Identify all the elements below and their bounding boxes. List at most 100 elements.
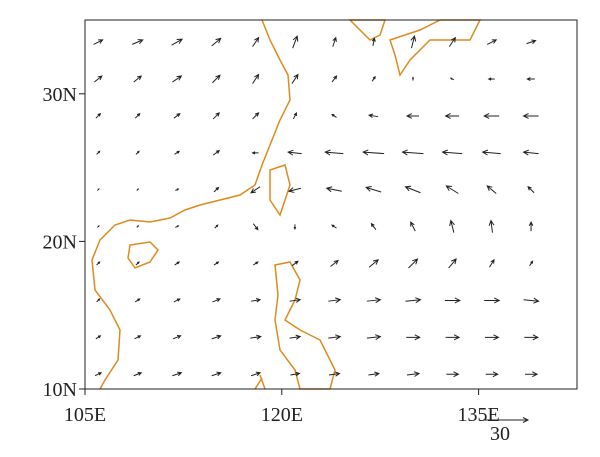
wind-arrow [406, 334, 421, 341]
wind-arrow [486, 39, 498, 45]
wind-arrow [444, 112, 460, 119]
wind-arrow [488, 219, 495, 233]
wind-arrow [293, 224, 297, 231]
wind-arrow [526, 39, 537, 45]
wind-arrow [213, 261, 220, 266]
wind-arrow [134, 335, 142, 340]
wind-arrow [287, 149, 302, 156]
wind-arrow [173, 113, 181, 119]
wind-arrow [175, 188, 180, 191]
coastlines [91, 19, 482, 390]
wind-arrow [524, 334, 539, 341]
wind-arrow [251, 151, 259, 155]
wind-arrow [289, 334, 302, 340]
wind-arrow [484, 334, 500, 341]
wind-arrow [96, 298, 101, 303]
wind-arrow [252, 112, 260, 120]
coastline [269, 164, 291, 217]
wind-arrow [328, 371, 341, 377]
coastline [254, 374, 266, 390]
wind-arrow [445, 334, 461, 341]
wind-arrow [212, 74, 221, 84]
wind-arrow [371, 75, 376, 82]
wind-arrow [214, 224, 219, 229]
wind-arrow [211, 37, 222, 47]
wind-arrow [134, 298, 141, 303]
wind-arrow [291, 73, 299, 84]
wind-arrow [401, 149, 424, 156]
wind-arrow [406, 371, 421, 377]
wind-arrow [291, 260, 299, 267]
wind-arrow [411, 76, 415, 81]
wind-arrow [133, 75, 143, 83]
wind-arrow [252, 223, 259, 231]
wind-arrow [362, 149, 385, 156]
wind-arrow [289, 297, 302, 303]
wind-arrow [522, 112, 539, 119]
wind-arrow [250, 298, 262, 303]
wind-arrow [481, 149, 501, 156]
wind-arrow [94, 372, 103, 377]
wind-arrow [96, 261, 101, 266]
wind-arrow [328, 297, 342, 304]
wind-arrow [134, 112, 141, 119]
coastline [127, 241, 159, 269]
wind-arrow [484, 297, 501, 304]
wind-arrow [449, 219, 455, 233]
coastline [91, 19, 291, 390]
wind-arrow [292, 111, 297, 120]
wind-arrow [446, 371, 460, 378]
wind-arrow [370, 222, 377, 230]
wind-arrow [96, 150, 101, 155]
wind-arrow [253, 261, 259, 266]
wind-arrow [366, 334, 382, 341]
wind-arrow [404, 185, 421, 194]
wind-arrow [212, 149, 221, 156]
wind-arrow [252, 73, 260, 84]
wind-arrow [330, 259, 339, 267]
wind-arrow [483, 112, 500, 119]
wind-arrow [213, 186, 220, 193]
frame [84, 19, 578, 390]
wind-arrow [485, 371, 499, 378]
wind-arrow [97, 225, 100, 228]
wind-arrow [331, 113, 337, 118]
wind-arrow [250, 334, 262, 340]
wind-arrow [365, 186, 382, 193]
wind-arrow [132, 39, 144, 45]
wind-arrow [448, 258, 457, 269]
wind-arrow [525, 371, 539, 378]
wind-arrow [290, 371, 301, 377]
wind-arrow [252, 36, 260, 47]
wind-arrow [171, 38, 184, 46]
wind-arrow [448, 36, 456, 47]
wind-arrow [136, 188, 140, 191]
wind-arrow [486, 185, 497, 194]
wind-arrow [523, 297, 540, 304]
wind-arrow [487, 77, 495, 81]
coastline [274, 261, 336, 390]
wind-arrow [325, 186, 342, 193]
x-tick-label: 120E [261, 404, 303, 426]
wind-arrow [527, 185, 535, 194]
wind-arrow [211, 371, 222, 377]
wind-arrow [405, 113, 419, 119]
wind-arrow [332, 36, 337, 47]
wind-arrow [368, 371, 380, 377]
wind-arrow [95, 112, 102, 119]
wind-arrow [408, 258, 419, 269]
wind-arrow [405, 297, 422, 304]
wind-arrow [366, 297, 382, 304]
wind-arrow [324, 149, 344, 156]
wind-arrow [449, 77, 455, 81]
wind-arrow [331, 75, 338, 83]
coastline [389, 19, 482, 77]
wind-arrow [173, 298, 181, 303]
x-tick-label: 105E [64, 404, 106, 426]
wind-arrow [135, 150, 140, 155]
wind-arrow [93, 39, 104, 45]
wind-arrow [489, 258, 495, 268]
wind-arrow [444, 297, 461, 304]
wind-arrow [172, 335, 182, 340]
